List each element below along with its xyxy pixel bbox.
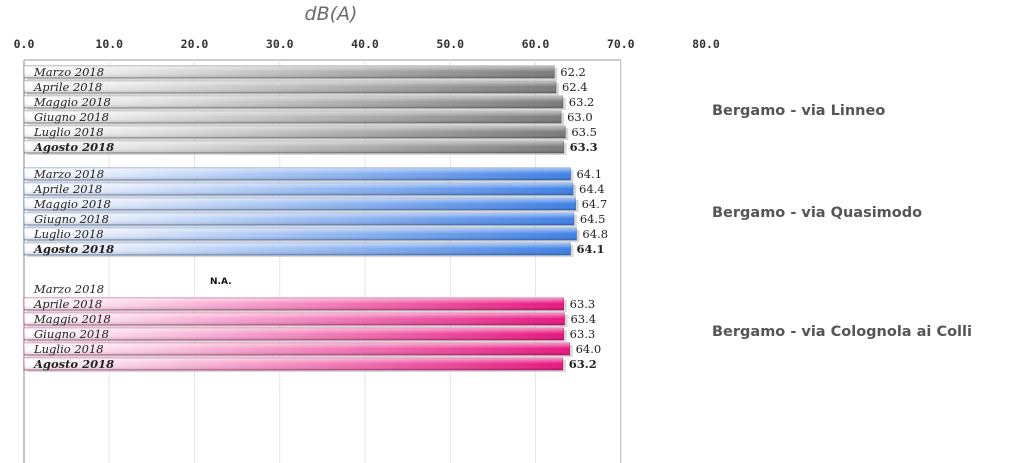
bar-category-label: Aprile 2018 [33, 182, 102, 196]
bar-value-label: 63.3 [570, 297, 596, 311]
x-axis-ticks: 0.0 10.0 20.0 30.0 40.0 50.0 60.0 70.0 80.0 [14, 37, 720, 51]
bar-value-label: 63.5 [571, 125, 597, 139]
x-tick-label: 70.0 [607, 37, 635, 51]
bar-category-label: Giugno 2018 [34, 212, 109, 226]
bar-value-label: 64.4 [579, 182, 605, 196]
bar-sheen [24, 228, 577, 240]
bar-sheen [24, 141, 564, 153]
bar-value-label: 64.5 [580, 212, 606, 226]
bar-value-label: 63.3 [570, 327, 596, 341]
bar-sheen [24, 298, 564, 310]
bar-category-label: Agosto 2018 [33, 140, 114, 154]
bar-category-label: Agosto 2018 [33, 357, 114, 371]
bar-sheen [24, 81, 556, 93]
bar-value-label: 62.4 [562, 80, 588, 94]
group-labels: Bergamo - via Linneo Bergamo - via Quasim… [712, 103, 972, 340]
bar-category-label: Marzo 2018 [33, 282, 104, 296]
bar-value-label: 64.1 [576, 242, 604, 256]
bar-category-label: Luglio 2018 [33, 125, 104, 139]
x-tick-label: 80.0 [692, 37, 720, 51]
bar-value-label: 63.2 [569, 95, 595, 109]
bar-value-label: 63.0 [567, 110, 593, 124]
bar-sheen [24, 313, 565, 325]
x-tick-label: 50.0 [436, 37, 464, 51]
bar-value-label: 64.7 [582, 197, 608, 211]
bar-category-label: Maggio 2018 [33, 312, 111, 326]
x-tick-label: 20.0 [181, 37, 209, 51]
bar-value-label: 63.3 [570, 140, 598, 154]
x-tick-label: 60.0 [522, 37, 550, 51]
bar-category-label: Maggio 2018 [33, 197, 111, 211]
x-axis-unit-label: dB(A) [305, 3, 358, 25]
x-tick-label: 30.0 [266, 37, 294, 51]
bar-category-label: Agosto 2018 [33, 242, 114, 256]
bar-value-label: 62.2 [560, 65, 586, 79]
bar-sheen [24, 126, 566, 138]
bar-sheen [24, 66, 555, 78]
bar-sheen [24, 213, 574, 225]
bar-sheen [24, 358, 563, 370]
x-tick-label: 40.0 [351, 37, 379, 51]
not-available-label: N.A. [210, 277, 232, 287]
bar-sheen [24, 198, 576, 210]
bar-value-label: 64.0 [576, 342, 602, 356]
bar-sheen [24, 343, 570, 355]
bar-sheen [24, 328, 564, 340]
bar-category-label: Giugno 2018 [34, 110, 109, 124]
bar-sheen [24, 168, 571, 180]
bar-category-label: Aprile 2018 [33, 297, 102, 311]
bar-category-label: Maggio 2018 [33, 95, 111, 109]
bar-labels: 62.2 Marzo 2018 62.4 Aprile 2018 63.2 Maggio … [33, 65, 608, 371]
x-tick-label: 10.0 [95, 37, 123, 51]
group-label: Bergamo - via Colognola ai Colli [712, 324, 972, 340]
bar-value-label: 63.2 [569, 357, 597, 371]
bar-category-label: Marzo 2018 [33, 167, 104, 181]
bar-category-label: Luglio 2018 [33, 342, 104, 356]
bar-value-label: 63.4 [570, 312, 596, 326]
bar-value-label: 64.8 [582, 227, 608, 241]
bar-category-label: Giugno 2018 [34, 327, 109, 341]
bar-value-label: 64.1 [576, 167, 602, 181]
x-tick-label: 0.0 [14, 37, 35, 51]
bar-sheen [24, 96, 563, 108]
bar-category-label: Aprile 2018 [33, 80, 102, 94]
bar-sheen [24, 183, 574, 195]
group-label: Bergamo - via Linneo [712, 103, 885, 119]
bars [23, 65, 580, 372]
bar-sheen [24, 111, 562, 123]
bar-sheen [24, 243, 571, 255]
bar-category-label: Marzo 2018 [33, 65, 104, 79]
group-label: Bergamo - via Quasimodo [712, 205, 922, 221]
bar-category-label: Luglio 2018 [33, 227, 104, 241]
